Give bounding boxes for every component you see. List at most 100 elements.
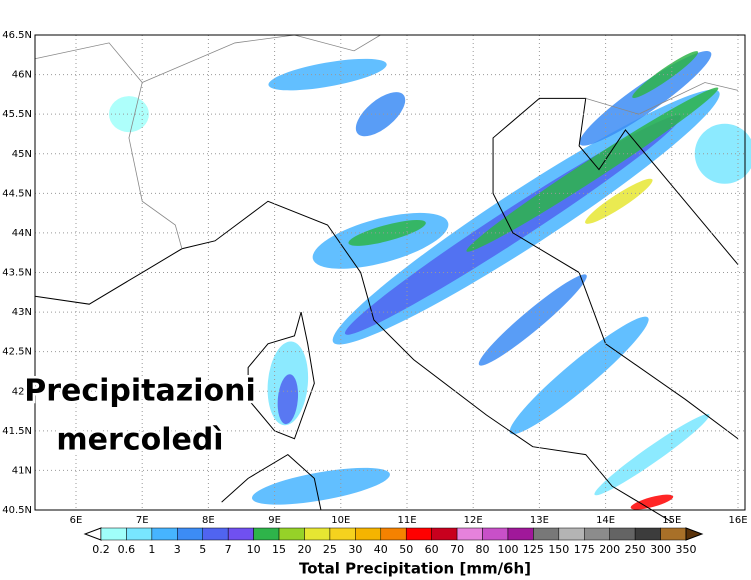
colorbar-box [507, 527, 534, 541]
colorbar-box [456, 527, 483, 541]
precip-blob [277, 374, 299, 425]
colorbar: 0.2 0.6 1 3 5 7 10 15 20 25 30 40 50 60 70 80 100 125 150 1… [83, 527, 704, 556]
colorbar-box [278, 527, 305, 541]
lat-tick-label: 41.5N [2, 426, 32, 437]
colorbar-box [584, 527, 610, 541]
colorbar-label: 125 [523, 543, 544, 556]
lon-tick-label: 11E [397, 515, 416, 526]
colorbar-label: 7 [225, 543, 232, 556]
precip-blob [108, 96, 149, 133]
colorbar-box [355, 527, 382, 541]
colorbar-box [202, 527, 229, 541]
lon-tick-label: 13E [530, 515, 549, 526]
colorbar-label: 150 [548, 543, 569, 556]
colorbar-box [558, 527, 585, 541]
colorbar-box [227, 527, 254, 541]
colorbar-label: 3 [174, 543, 181, 556]
colorbar-box [431, 527, 458, 541]
lon-tick-label: 9E [268, 515, 281, 526]
colorbar-title: Total Precipitation [mm/6h] [299, 560, 531, 578]
colorbar-label: 15 [272, 543, 286, 556]
colorbar-box [126, 527, 153, 541]
overlay: Precipitazioni mercoledì [22, 371, 259, 460]
colorbar-box [609, 527, 636, 541]
lat-tick-label: 45.5N [2, 109, 32, 120]
precip-blob [594, 413, 710, 496]
colorbar-label: 300 [650, 543, 671, 556]
colorbar-label: 70 [450, 543, 464, 556]
colorbar-arrow-low [83, 527, 102, 541]
lat-tick-label: 44.5N [2, 188, 32, 199]
lon-tick-label: 6E [70, 515, 83, 526]
colorbar-label: 1 [148, 543, 155, 556]
lon-tick-label: 14E [596, 515, 615, 526]
colorbar-box [405, 527, 432, 541]
precip-blob [509, 316, 649, 435]
colorbar-label: 30 [348, 543, 362, 556]
map-frame [34, 34, 746, 511]
lon-tick-label: 8E [202, 515, 215, 526]
colorbar-label: 20 [297, 543, 311, 556]
colorbar-box [177, 527, 203, 541]
lat-tick-label: 43N [12, 307, 32, 318]
colorbar-box [329, 527, 356, 541]
lon-tick-label: 16E [728, 515, 747, 526]
lon-tick-label: 10E [331, 515, 350, 526]
colorbar-label: 0.2 [92, 543, 110, 556]
lon-tick-label: 7E [136, 515, 149, 526]
lon-tick-label: 15E [662, 515, 681, 526]
precip-blob [251, 467, 390, 505]
precip-blob [632, 51, 699, 99]
colorbar-label: 60 [425, 543, 439, 556]
colorbar-box [253, 527, 280, 541]
colorbar-label: 40 [374, 543, 388, 556]
lat-tick-label: 45N [12, 149, 32, 160]
colorbar-box [482, 527, 509, 541]
coastline [221, 453, 322, 511]
colorbar-label: 175 [574, 543, 595, 556]
precip-blob [694, 123, 751, 184]
precip-blob [466, 87, 719, 252]
colorbar-label: 250 [625, 543, 646, 556]
colorbar-label: 10 [247, 543, 261, 556]
lat-tick-label: 46.5N [2, 30, 32, 41]
lat-tick-label: 46N [12, 70, 32, 81]
colorbar-label: 80 [476, 543, 490, 556]
precip-blob [630, 494, 674, 510]
colorbar-label: 0.6 [118, 543, 136, 556]
precip-blob [355, 92, 406, 137]
border [585, 82, 739, 115]
colorbar-label: 25 [323, 543, 337, 556]
lat-tick-label: 42N [12, 386, 32, 397]
colorbar-label: 200 [599, 543, 620, 556]
coastline [34, 200, 673, 523]
lon-tick-label: 12E [464, 515, 483, 526]
lat-tick-label: 40.5N [2, 505, 32, 516]
colorbar-box [100, 527, 127, 541]
colorbar-label: 350 [676, 543, 697, 556]
colorbar-box [304, 527, 331, 541]
colorbar-label: 5 [199, 543, 206, 556]
colorbar-box [660, 527, 687, 541]
coastline [492, 97, 739, 440]
precip-blob [478, 274, 587, 366]
lat-tick-label: 44N [12, 228, 32, 239]
overlay-day: mercoledì [56, 423, 223, 458]
precip-blob [585, 178, 653, 224]
colorbar-label: 100 [497, 543, 518, 556]
colorbar-box [151, 527, 178, 541]
lat-tick-label: 43.5N [2, 268, 32, 279]
precip-blob [579, 51, 712, 146]
colorbar-box [533, 527, 560, 541]
grid: 6E 7E 8E 9E 10E 11E 12E 13E 14E 15E 16E 46.5N 46N 45.… [2, 30, 747, 526]
colorbar-box [634, 527, 661, 541]
overlay-title: Precipitazioni [24, 374, 256, 409]
colorbar-label: 50 [399, 543, 413, 556]
border [34, 42, 183, 249]
colorbar-box [380, 527, 407, 541]
lat-tick-label: 42.5N [2, 347, 32, 358]
lat-tick-label: 41N [12, 465, 32, 476]
colorbar-arrow-high [685, 527, 704, 541]
coastline [247, 311, 315, 440]
